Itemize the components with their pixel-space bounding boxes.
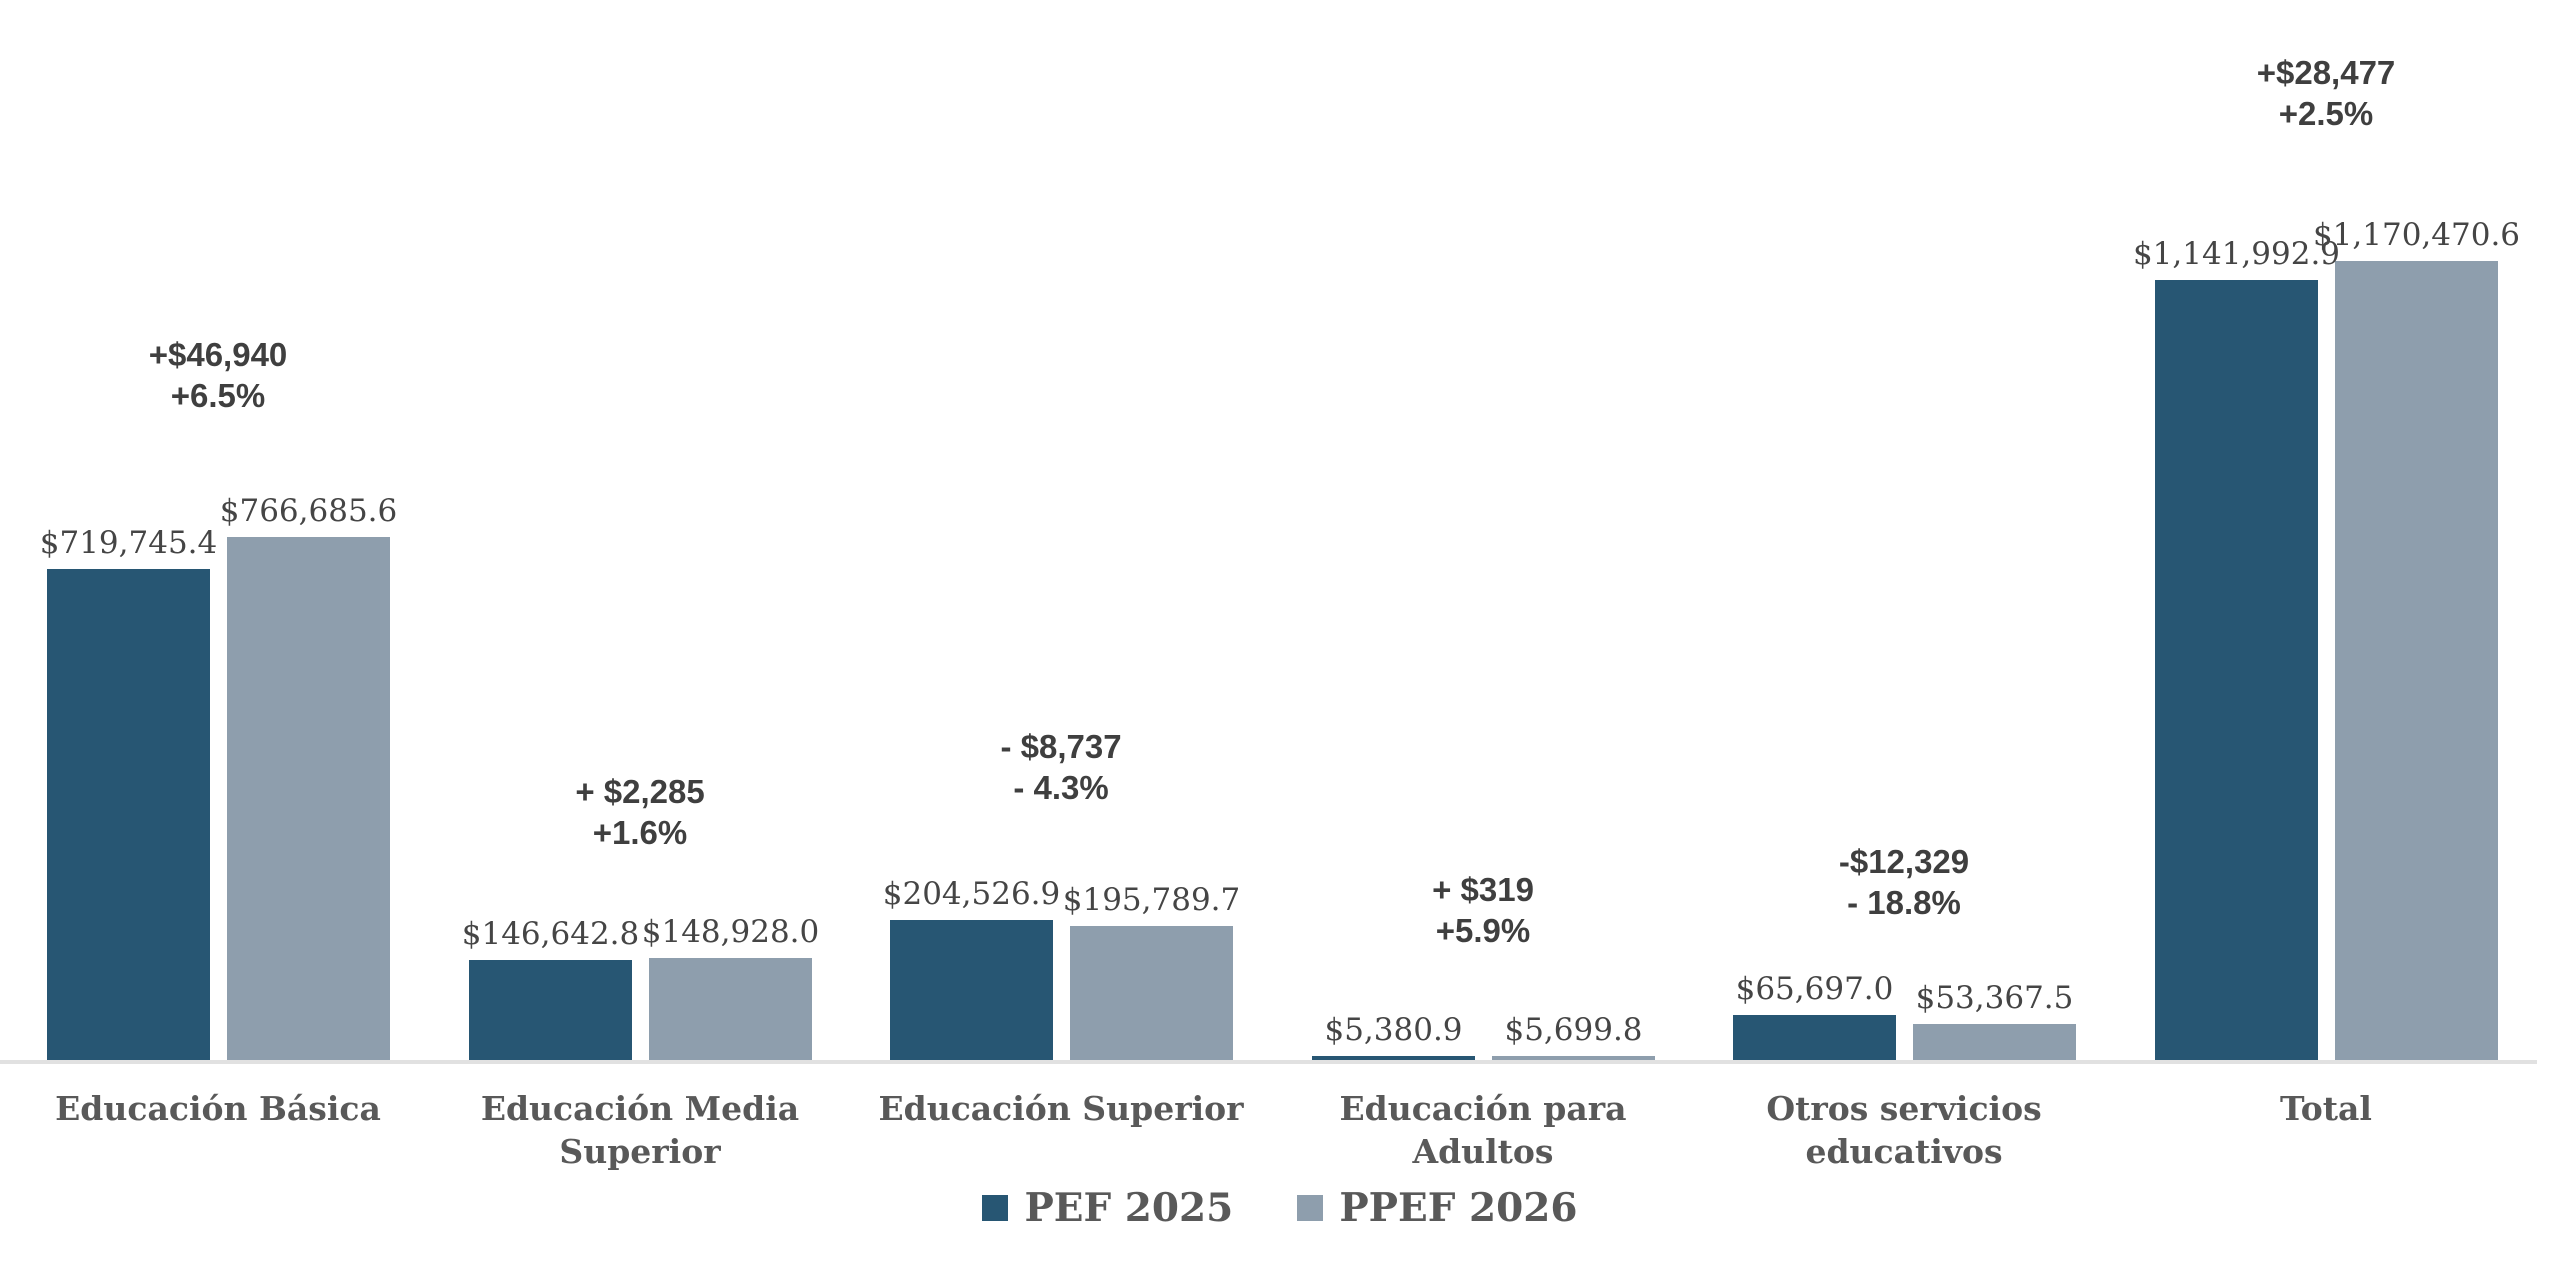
x-axis-line xyxy=(0,1060,2537,1064)
change-amount: - $8,737 xyxy=(1000,727,1122,765)
change-amount: +$28,477 xyxy=(2256,53,2396,91)
category-label: Educación Básica xyxy=(55,1089,381,1128)
change-annotation: + $319 +5.9% xyxy=(1432,869,1534,952)
change-annotation: +$28,477 +2.5% xyxy=(2257,52,2396,135)
value-label-pef-2025: $65,697.0 xyxy=(1735,971,1894,1007)
bar-ppef-2026 xyxy=(227,537,390,1060)
value-label-ppef-2026: $5,699.8 xyxy=(1504,1012,1643,1048)
bar-ppef-2026 xyxy=(1492,1056,1655,1060)
bar-ppef-2026 xyxy=(1070,926,1233,1060)
value-label-pef-2025: $1,141,992.9 xyxy=(2132,236,2341,272)
category-label: Educación Media Superior xyxy=(480,1089,800,1171)
value-label-ppef-2026: $148,928.0 xyxy=(641,914,820,950)
change-amount: + $2,285 xyxy=(575,772,705,810)
value-label-ppef-2026: $195,789.7 xyxy=(1062,882,1241,918)
bar-group: $204,526.9 $195,789.7 - $8,737- 4.3% xyxy=(883,0,1240,1060)
bar-group: $146,642.8 $148,928.0 + $2,285 +1.6% xyxy=(462,0,819,1060)
bar-ppef-2026 xyxy=(649,958,812,1060)
change-percent: +6.5% xyxy=(170,376,266,414)
value-label-pef-2025: $719,745.4 xyxy=(39,525,218,561)
change-percent: +2.5% xyxy=(2278,94,2374,132)
change-percent: +5.9% xyxy=(1435,911,1531,949)
bar-pef-2025 xyxy=(2155,280,2318,1060)
legend-swatch xyxy=(1297,1195,1324,1221)
category-label: Otros servicios educativos xyxy=(1766,1089,2042,1171)
legend-swatch xyxy=(982,1195,1009,1221)
category-label: Educación Superior xyxy=(878,1089,1244,1128)
category-label: Total xyxy=(2280,1089,2372,1128)
value-label-ppef-2026: $1,170,470.6 xyxy=(2312,217,2521,253)
change-percent: +1.6% xyxy=(592,813,688,851)
change-amount: + $319 xyxy=(1432,870,1534,908)
legend-label: PEF 2025 xyxy=(1024,1184,1234,1231)
bar-group: $1,141,992.9 $1,170,470.6 +$28,477 +2.5% xyxy=(2133,0,2520,1060)
bar-pef-2025 xyxy=(47,569,210,1060)
bar-pef-2025 xyxy=(1312,1056,1475,1060)
value-label-pef-2025: $5,380.9 xyxy=(1324,1012,1463,1048)
legend: PEF 2025 PPEF 2026 xyxy=(0,1178,2560,1238)
plot-area: $719,745.4 $766,685.6 +$46,940 +6.5% $146,64… xyxy=(40,0,2520,1060)
bar-pef-2025 xyxy=(469,960,632,1060)
bar-group: $65,697.0 $53,367.5 -$12,329- 18.8% xyxy=(1733,0,2076,1060)
legend-label: PPEF 2026 xyxy=(1339,1184,1578,1231)
change-annotation: +$46,940 +6.5% xyxy=(149,334,288,417)
legend-item-pef-2025: PEF 2025 xyxy=(982,1184,1234,1231)
category-label: Educación para Adultos xyxy=(1339,1089,1627,1171)
change-annotation: - $8,737- 4.3% xyxy=(1000,726,1121,809)
bar-group: $5,380.9 $5,699.8 + $319 +5.9% xyxy=(1312,0,1655,1060)
change-amount: +$46,940 xyxy=(148,335,288,373)
bar-ppef-2026 xyxy=(1913,1024,2076,1060)
change-annotation: + $2,285 +1.6% xyxy=(575,771,704,854)
change-amount: -$12,329 xyxy=(1838,842,1970,880)
value-label-ppef-2026: $766,685.6 xyxy=(219,493,398,529)
bar-pef-2025 xyxy=(1733,1015,1896,1060)
bar-ppef-2026 xyxy=(2335,261,2498,1060)
bar-pef-2025 xyxy=(890,920,1053,1060)
change-percent: - 18.8% xyxy=(1847,883,1961,921)
legend-item-ppef-2026: PPEF 2026 xyxy=(1297,1184,1578,1231)
change-percent: - 4.3% xyxy=(1013,768,1109,806)
value-label-ppef-2026: $53,367.5 xyxy=(1915,980,2074,1016)
value-label-pef-2025: $204,526.9 xyxy=(882,876,1061,912)
value-label-pef-2025: $146,642.8 xyxy=(461,916,640,952)
category-axis-labels: Educación Básica Educación Media Superior… xyxy=(0,1088,2560,1208)
bar-group: $719,745.4 $766,685.6 +$46,940 +6.5% xyxy=(40,0,397,1060)
change-annotation: -$12,329- 18.8% xyxy=(1839,841,1969,924)
